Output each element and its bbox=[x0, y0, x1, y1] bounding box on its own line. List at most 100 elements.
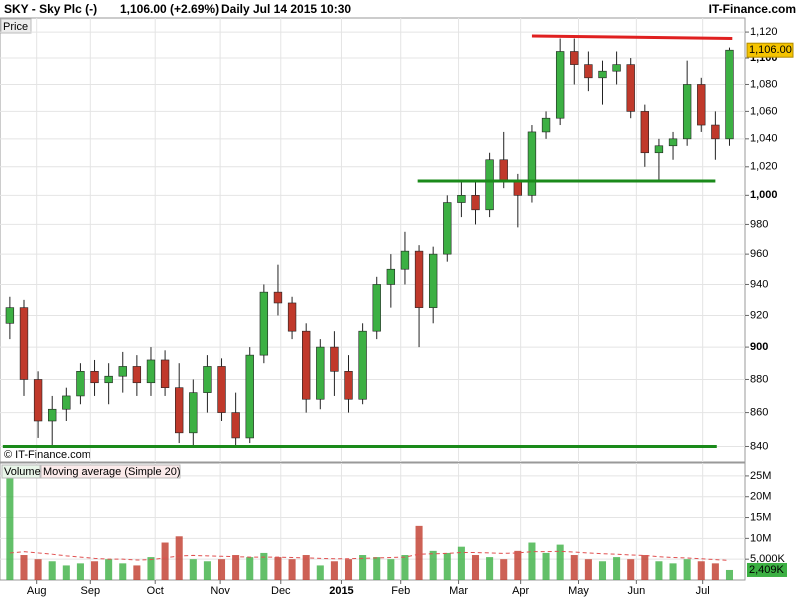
interval: Daily bbox=[221, 2, 250, 16]
volume-bar bbox=[34, 559, 42, 580]
volume-bar bbox=[330, 561, 338, 580]
volume-bar bbox=[528, 542, 536, 580]
candle-body bbox=[471, 195, 480, 211]
candle-body bbox=[598, 70, 607, 79]
x-tick-label: Dec bbox=[271, 585, 291, 597]
volume-bar bbox=[62, 565, 70, 580]
candle-body bbox=[428, 253, 438, 308]
x-tick-label: Oct bbox=[147, 585, 164, 597]
volume-bar bbox=[20, 555, 28, 580]
volume-bar bbox=[669, 563, 677, 580]
candle-body bbox=[231, 412, 240, 439]
candle-body bbox=[668, 138, 678, 147]
volume-bar bbox=[246, 557, 254, 580]
y-tick-label: 10M bbox=[750, 532, 771, 544]
volume-bar bbox=[189, 559, 197, 580]
x-tick-label: Jul bbox=[696, 585, 710, 597]
candle-body bbox=[513, 180, 523, 196]
candle-body bbox=[160, 359, 170, 388]
y-tick-label: 880 bbox=[750, 373, 768, 385]
x-tick-label: 2015 bbox=[329, 585, 353, 597]
x-tick-label: Jun bbox=[627, 585, 645, 597]
volume-bar bbox=[175, 536, 183, 580]
y-tick-label: 920 bbox=[750, 309, 768, 321]
candle-body bbox=[33, 379, 43, 422]
candle-body bbox=[146, 359, 156, 384]
volume-bar bbox=[359, 555, 367, 580]
candle-body bbox=[19, 307, 29, 380]
chart-subtitle: 1,106.00 (+2.69%) bbox=[120, 2, 219, 16]
volume-bar bbox=[697, 561, 705, 580]
volume-bar bbox=[217, 559, 226, 580]
y-tick-label: 1,080 bbox=[750, 78, 778, 90]
volume-bar bbox=[598, 561, 607, 580]
candle-body bbox=[358, 330, 367, 400]
candle-body bbox=[443, 202, 452, 255]
candle-body bbox=[414, 250, 424, 308]
volume-panel bbox=[0, 462, 746, 581]
volume-bar bbox=[655, 561, 663, 580]
volume-bar bbox=[288, 559, 296, 580]
candle-body bbox=[711, 124, 720, 140]
candle-body bbox=[302, 330, 311, 400]
price-label-box bbox=[0, 18, 32, 34]
x-tick-label: Mar bbox=[449, 585, 468, 597]
legend-label: Volume bbox=[4, 466, 41, 478]
y-tick-label: 1,020 bbox=[750, 161, 778, 173]
volume-bar bbox=[6, 471, 14, 580]
volume-bar bbox=[486, 557, 494, 580]
y-tick-label: 980 bbox=[750, 218, 768, 230]
candle-body bbox=[682, 84, 692, 140]
source: IT-Finance.com bbox=[709, 2, 796, 16]
candle-body bbox=[372, 284, 381, 332]
candle-body bbox=[217, 366, 226, 413]
volume-bar bbox=[105, 559, 113, 580]
last-volume-tag bbox=[747, 562, 787, 577]
candle-body bbox=[344, 371, 353, 400]
volume-bar bbox=[48, 561, 56, 580]
volume-bar bbox=[91, 561, 99, 580]
legend-box bbox=[1, 464, 41, 479]
volume-bar bbox=[570, 555, 578, 580]
x-tick-label: Nov bbox=[210, 585, 230, 597]
y-tick-label: 840 bbox=[750, 440, 768, 452]
volume-bar bbox=[260, 552, 268, 580]
candle-body bbox=[570, 51, 579, 65]
volume-bar bbox=[471, 555, 480, 580]
candle-body bbox=[90, 371, 99, 384]
volume-bar bbox=[584, 559, 592, 580]
y-tick-label: 20M bbox=[750, 491, 771, 503]
last-price-label: 1,106.00 bbox=[749, 44, 792, 56]
legend-label: Moving average (Simple 20) bbox=[43, 466, 181, 478]
candle-body bbox=[612, 64, 621, 72]
volume-bar bbox=[344, 559, 353, 580]
volume-bar bbox=[316, 565, 324, 580]
volume-bar bbox=[147, 557, 155, 580]
volume-bar bbox=[429, 550, 437, 580]
volume-bar bbox=[274, 557, 282, 580]
candle-body bbox=[175, 387, 184, 434]
y-tick-label: 1,040 bbox=[750, 133, 778, 145]
candle-body bbox=[330, 346, 339, 372]
volume-bar bbox=[203, 561, 211, 580]
candle-body bbox=[527, 131, 537, 196]
volume-bar bbox=[401, 555, 409, 580]
x-tick-label: Feb bbox=[391, 585, 410, 597]
volume-bar bbox=[119, 563, 127, 580]
volume-bar bbox=[514, 550, 522, 580]
candle-body bbox=[555, 51, 565, 119]
volume-bar bbox=[641, 555, 649, 580]
candle-body bbox=[245, 354, 254, 439]
candle-body bbox=[457, 195, 466, 203]
legend-box bbox=[40, 464, 181, 479]
y-tick-label: 15M bbox=[750, 511, 771, 523]
candle-body bbox=[541, 117, 551, 133]
volume-bar bbox=[627, 559, 635, 580]
volume-bar bbox=[711, 563, 719, 580]
candle-body bbox=[400, 250, 410, 270]
candle-body bbox=[76, 371, 85, 397]
volume-bar bbox=[232, 555, 240, 580]
candle-body bbox=[386, 268, 396, 285]
y-axis-label: Price bbox=[3, 21, 28, 33]
